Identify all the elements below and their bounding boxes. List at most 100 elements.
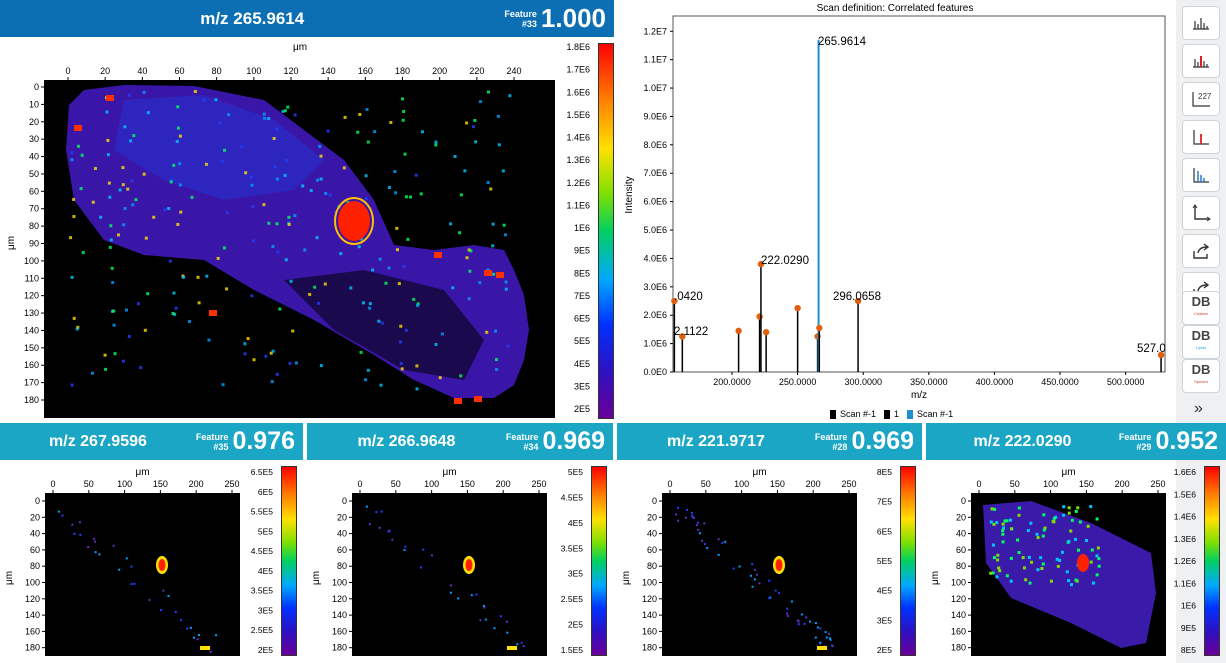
pixel-speck: [76, 144, 80, 148]
pixel-speck: [1069, 583, 1073, 587]
small-panel-header: m/z 266.9648 Feature #34 0.969: [307, 423, 613, 460]
small-y-tick-label: 180: [25, 643, 40, 653]
axis-label-icon[interactable]: 227: [1182, 82, 1220, 116]
small-feature-label: Feature #29: [1118, 431, 1152, 452]
pixel-speck: [677, 519, 680, 522]
pixel-speck: [379, 383, 383, 387]
pixel-speck: [989, 520, 993, 524]
main-ion-image[interactable]: [44, 80, 555, 418]
pixel-speck: [1003, 519, 1007, 523]
main-colorbar-tick: 1.3E6: [566, 155, 590, 165]
small-y-tick-label: 0: [342, 496, 347, 506]
pixel-speck: [1051, 519, 1055, 523]
pixel-speck: [809, 620, 812, 623]
pixel-speck: [1005, 574, 1009, 578]
pixel-speck: [223, 148, 227, 152]
pixel-speck: [1089, 560, 1093, 564]
pixel-speck: [675, 513, 678, 516]
pixel-speck: [263, 116, 267, 120]
pixel-speck: [323, 282, 327, 286]
small-x-tick-label: 250: [841, 479, 856, 489]
axes-icon[interactable]: [1182, 196, 1220, 230]
pixel-speck: [225, 287, 229, 291]
small-ion-image-axes[interactable]: μm 0 50 100 150 200 250 0 20 40 60 80 100 120 140 160 18…: [0, 460, 303, 663]
db-spectra-button[interactable]: DB Spectra: [1182, 359, 1220, 393]
pixel-speck: [142, 172, 146, 176]
red-bar-icon[interactable]: [1182, 120, 1220, 154]
spectrum-y-tick-label: 6.0E6: [643, 197, 667, 207]
export-icon[interactable]: [1182, 234, 1220, 268]
pixel-speck: [395, 248, 399, 252]
pixel-speck: [123, 125, 127, 129]
small-feature-label: Feature #34: [505, 431, 539, 452]
pixel-speck: [768, 597, 771, 600]
small-colorbar-tick: 2E5: [877, 645, 892, 655]
spectrum-peak-marker: [756, 313, 763, 320]
pixel-speck: [1017, 506, 1021, 510]
pixel-speck: [359, 350, 363, 354]
main-y-tick-label: 80: [29, 221, 39, 231]
small-colorbar: [900, 466, 916, 656]
spectrum-x-tick-label: 250.0000: [779, 377, 817, 387]
pixel-speck: [698, 532, 701, 535]
colored-bar-chart-icon[interactable]: [1182, 44, 1220, 78]
pixel-speck: [1042, 528, 1046, 532]
pixel-speck: [990, 507, 994, 511]
small-colorbar: [281, 466, 297, 656]
pixel-speck: [359, 237, 363, 241]
db-custom-button[interactable]: DB Custom: [1182, 291, 1220, 325]
small-ion-image-axes[interactable]: μm 0 50 100 150 200 250 0 20 40 60 80 100 120 140 160 18…: [307, 460, 613, 663]
pixel-speck: [179, 210, 183, 214]
pixel-speck: [121, 183, 125, 187]
pixel-speck: [403, 548, 406, 551]
small-x-unit: μm: [752, 467, 766, 478]
pixel-speck: [178, 162, 182, 166]
pixel-speck: [399, 340, 403, 344]
small-x-tick-label: 150: [770, 479, 785, 489]
pixel-speck: [109, 224, 113, 228]
small-x-tick-label: 100: [117, 479, 132, 489]
db-lipids-button[interactable]: DB Lipids: [1182, 325, 1220, 359]
small-y-unit: μm: [311, 571, 322, 585]
pixel-speck: [1008, 518, 1012, 522]
pixel-speck: [422, 548, 425, 551]
pixel-speck: [316, 178, 320, 182]
main-colorbar-tick: 1.7E6: [566, 65, 590, 75]
pixel-speck: [1016, 538, 1020, 542]
small-ion-image-axes[interactable]: μm 0 50 100 150 200 250 0 20 40 60 80 100 120 140 160 18…: [926, 460, 1226, 663]
pixel-speck: [317, 301, 321, 305]
spectrum-y-tick-label: 1.2E7: [643, 26, 667, 36]
small-colorbar-tick: 2.5E5: [561, 594, 583, 604]
pixel-speck: [520, 641, 523, 644]
pixel-speck: [286, 105, 290, 109]
small-colorbar-tick: 9E5: [1181, 623, 1196, 633]
pixel-speck: [187, 319, 191, 323]
pixel-speck: [326, 129, 330, 133]
spectrum-peak-marker: [679, 333, 686, 340]
small-y-tick-label: 100: [951, 578, 966, 588]
pixel-speck: [172, 163, 176, 167]
pixel-speck: [139, 366, 143, 370]
pixel-speck: [252, 358, 256, 362]
pixel-speck: [240, 145, 244, 149]
blue-bars-icon[interactable]: [1182, 158, 1220, 192]
spectrum-y-tick-label: 3.0E6: [643, 282, 667, 292]
pixel-speck: [1010, 527, 1014, 531]
spectrum-panel[interactable]: Scan definition: Correlated features 1.2E…: [614, 0, 1176, 423]
pixel-speck: [777, 592, 780, 595]
small-x-tick-label: 50: [1010, 479, 1020, 489]
pixel-speck: [136, 302, 140, 306]
pixel-speck: [93, 537, 96, 540]
bar-chart-icon[interactable]: [1182, 6, 1220, 40]
main-colorbar-tick: 1.5E6: [566, 110, 590, 120]
pixel-speck: [505, 620, 508, 623]
pixel-speck: [104, 367, 108, 371]
pixel-speck: [470, 594, 473, 597]
small-ion-image-axes[interactable]: μm 0 50 100 150 200 250 0 20 40 60 80 100 120 140 160 18…: [617, 460, 922, 663]
more-button[interactable]: »: [1194, 400, 1203, 417]
pixel-speck: [691, 514, 694, 517]
small-y-tick-label: 120: [642, 594, 657, 604]
pixel-speck: [267, 221, 271, 225]
pixel-speck: [73, 532, 76, 535]
pixel-speck: [94, 551, 97, 554]
